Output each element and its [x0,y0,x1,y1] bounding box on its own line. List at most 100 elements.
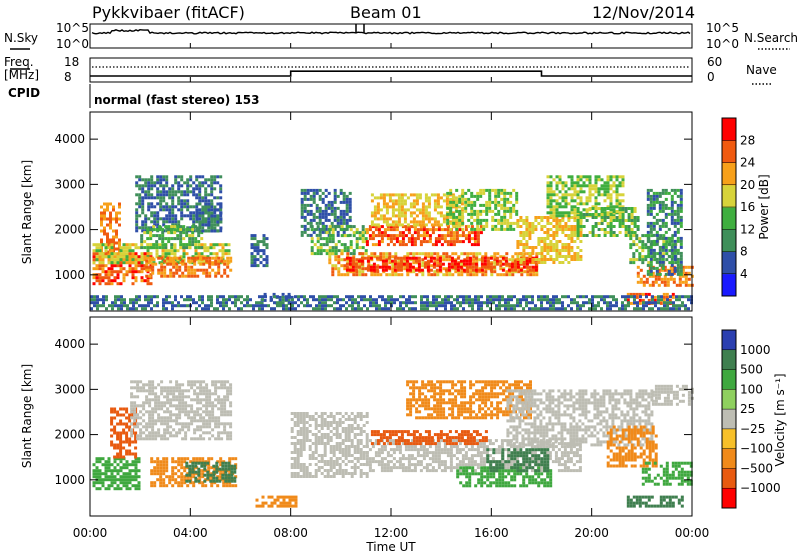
scatter-cell [493,261,497,265]
scatter-cell [178,413,182,417]
scatter-cell [455,234,459,238]
scatter-cell [386,237,390,241]
scatter-cell [177,181,181,185]
scatter-cell [194,240,198,244]
scatter-cell [655,221,659,225]
scatter-cell [330,304,333,308]
scatter-cell [131,413,135,417]
scatter-cell [543,295,546,299]
scatter-cell [673,245,677,249]
scatter-cell [122,252,126,256]
scatter-cell [113,425,117,429]
scatter-cell [185,231,189,235]
scatter-cell [567,187,571,191]
scatter-cell [535,273,539,277]
scatter-cell [281,298,285,302]
scatter-cell [494,200,498,204]
scatter-cell [207,304,210,308]
scatter-cell [336,206,340,210]
scatter-cell [98,249,102,253]
scatter-cell [348,268,352,272]
scatter-cell [460,270,464,274]
scatter-cell [621,207,625,210]
scatter-cell [436,273,440,277]
scatter-cell [147,205,151,209]
scatter-cell [461,240,465,244]
scatter-cell [197,246,201,250]
scatter-cell [178,428,182,432]
scatter-cell [420,304,423,308]
scatter-cell [135,301,138,305]
scatter-cell [621,225,625,228]
scatter-cell [122,249,126,253]
scatter-cell [665,292,669,296]
scatter-cell [134,440,138,444]
scatter-cell [169,274,173,278]
scatter-cell [137,484,141,488]
scatter-cell [104,469,108,473]
scatter-cell [413,237,417,241]
scatter-cell [255,304,258,308]
scatter-cell [160,262,164,266]
scatter-cell [113,443,117,447]
scatter-cell [184,395,188,399]
scatter-cell [315,227,319,231]
scatter-cell [253,264,257,268]
scatter-cell [365,231,369,235]
scatter-cell [651,280,655,284]
scatter-cell [385,193,389,197]
scatter-cell [395,228,399,232]
scatter-cell [603,298,606,302]
scatter-cell [612,295,615,299]
scatter-cell [98,282,102,286]
scatter-cell [433,217,437,221]
scatter-cell [421,202,425,206]
scatter-cell [397,196,401,200]
scatter-cell [342,215,346,219]
scatter-cell [107,267,111,271]
scatter-cell [199,262,203,266]
scatter-cell [679,269,683,273]
scatter-cell [573,193,577,197]
scatter-cell [558,255,562,258]
scatter-cell [189,298,192,302]
scatter-cell [351,298,354,302]
scatter-cell [96,298,99,302]
scatter-cell [223,413,227,417]
scatter-cell [226,256,230,260]
scatter-cell [445,252,449,256]
scatter-cell [366,256,370,260]
scatter-cell [357,265,361,269]
scatter-cell [366,268,370,272]
scatter-cell [429,256,433,260]
scatter-cell [673,230,677,234]
scatter-cell [385,205,389,209]
scatter-cell [528,295,531,299]
scatter-cell [397,205,401,209]
scatter-cell [672,301,675,305]
scatter-cell [609,219,613,222]
scatter-cell [163,389,167,393]
scatter-cell [452,234,456,238]
scatter-cell [603,190,607,194]
scatter-cell [370,211,374,215]
scatter-cell [597,295,600,299]
scatter-cell [352,273,356,277]
scatter-cell [395,225,399,229]
scatter-cell [676,266,680,270]
scatter-cell [202,416,206,420]
scatter-cell [516,304,519,308]
scatter-cell [498,301,501,305]
scatter-cell [144,298,147,302]
scatter-cell [455,215,459,219]
scatter-cell [161,246,165,250]
scatter-cell [116,437,120,441]
scatter-cell [226,389,230,393]
scatter-cell [389,225,393,229]
scatter-cell [427,217,431,221]
scatter-cell [220,256,224,260]
scatter-cell [400,196,404,200]
scatter-cell [659,234,663,238]
scatter-cell [342,191,346,195]
scatter-cell [96,301,99,305]
